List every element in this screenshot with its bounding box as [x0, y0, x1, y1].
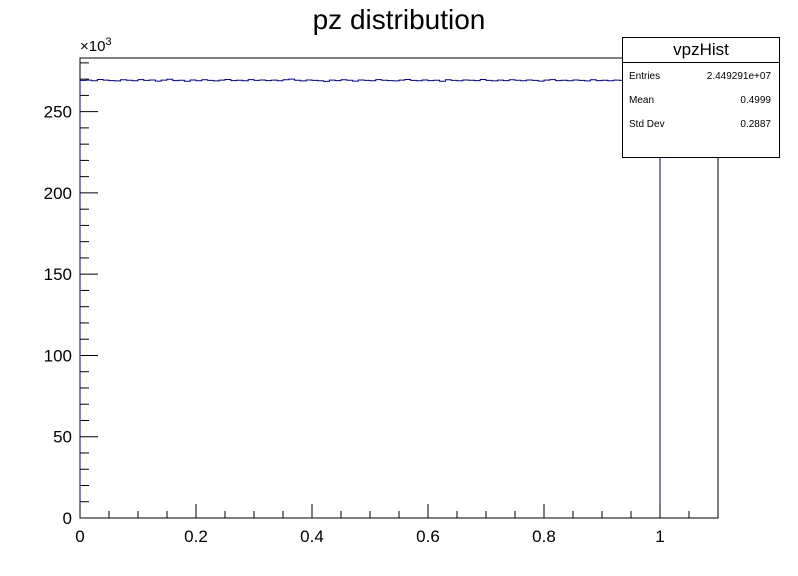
x-tick-label: 0.2 — [184, 527, 208, 546]
stats-row-mean: Mean 0.4999 — [623, 89, 779, 113]
histogram-series-line — [79, 78, 661, 518]
stats-std-label: Std Dev — [629, 119, 665, 130]
y-tick-label: 0 — [63, 509, 72, 528]
stats-entries-label: Entries — [629, 71, 661, 82]
y-tick-label: 150 — [44, 265, 72, 284]
x-tick-label: 1 — [655, 527, 664, 546]
y-tick-label: 200 — [44, 184, 72, 203]
stats-row-stddev: Std Dev 0.2887 — [623, 113, 779, 137]
stats-entries-value: 2.449291e+07 — [706, 71, 771, 82]
y-tick-label: 100 — [44, 346, 72, 365]
x-tick-label: 0.8 — [532, 527, 556, 546]
stats-std-value: 0.2887 — [740, 119, 771, 130]
x-tick-label: 0.6 — [416, 527, 440, 546]
y-axis-multiplier: ×103 — [80, 36, 112, 55]
stats-mean-label: Mean — [629, 95, 655, 106]
x-tick-label: 0 — [75, 527, 84, 546]
stats-mean-value: 0.4999 — [740, 95, 771, 106]
stats-box: vpzHist Entries 2.449291e+07 Mean 0.4999… — [622, 37, 780, 158]
x-tick-label: 0.4 — [300, 527, 324, 546]
chart-title: pz distribution — [312, 4, 486, 35]
stats-box-title: vpzHist — [623, 38, 779, 63]
y-tick-label: 250 — [44, 103, 72, 122]
stats-row-entries: Entries 2.449291e+07 — [623, 65, 779, 89]
y-tick-label: 50 — [53, 428, 72, 447]
